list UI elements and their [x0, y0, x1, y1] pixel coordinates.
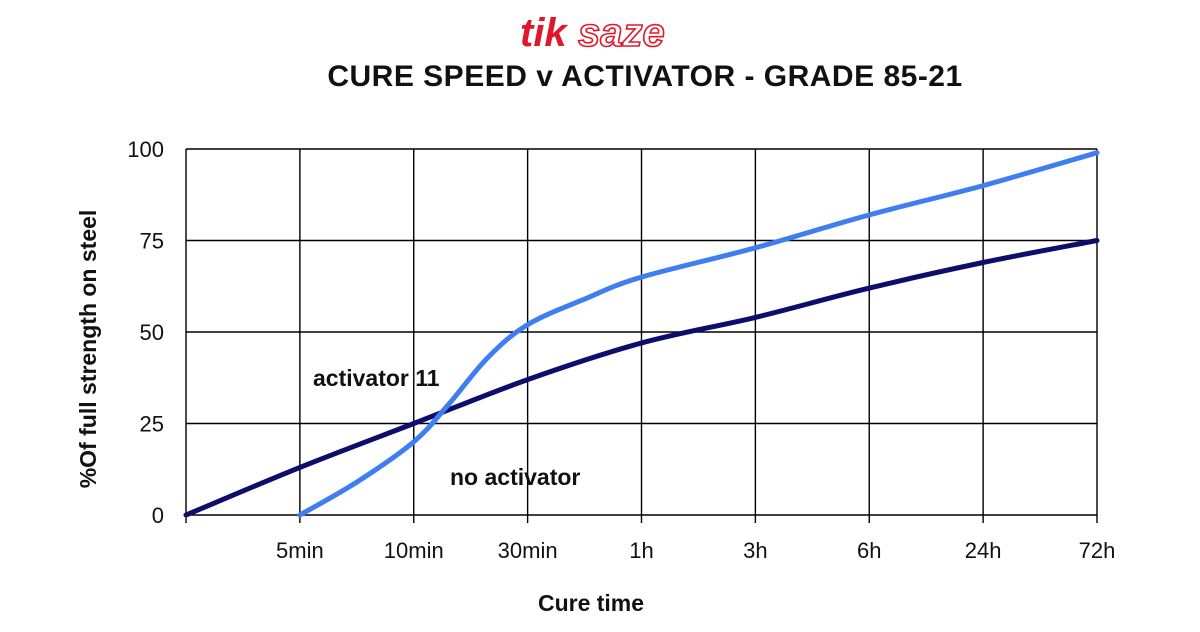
x-tick-label: 5min [276, 538, 324, 563]
logo-part-tik: tik [520, 12, 568, 54]
x-tick-label: 24h [965, 538, 1002, 563]
x-tick-label: 3h [743, 538, 767, 563]
y-tick-label: 25 [140, 412, 164, 437]
x-tick-label: 6h [857, 538, 881, 563]
series-line-1 [297, 150, 1100, 518]
tiksaze-logo: tik saze [520, 12, 666, 54]
x-axis-label: Cure time [538, 590, 644, 616]
tick-labels: 0 25 50 75 100 5min 10min 30min 1h 3h 6h 24h 72h [127, 137, 1115, 563]
logo-part-saze: saze [578, 12, 665, 54]
x-tick-label: 1h [629, 538, 653, 563]
grid [185, 148, 1098, 523]
y-axis-label: %Of full strength on steel [75, 210, 101, 489]
y-tick-label: 75 [140, 229, 164, 254]
chart-title: CURE SPEED v ACTIVATOR - GRADE 85-21 [327, 60, 963, 93]
y-tick-label: 100 [127, 137, 164, 162]
series-line-0 [183, 238, 1100, 518]
x-tick-label: 10min [384, 538, 444, 563]
x-tick-label: 30min [498, 538, 558, 563]
annotation-no-activator: no activator [450, 464, 580, 490]
y-tick-label: 0 [152, 503, 164, 528]
y-tick-label: 50 [140, 320, 164, 345]
x-tick-label: 72h [1079, 538, 1116, 563]
annotation-activator-11: activator 11 [313, 365, 440, 391]
series-layer [183, 150, 1100, 518]
